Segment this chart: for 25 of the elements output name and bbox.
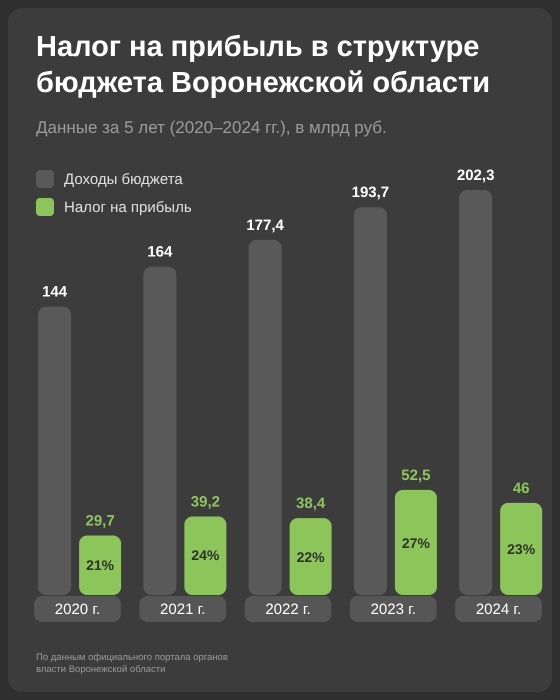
chart-subtitle: Данные за 5 лет (2020–2024 гг.), в млрд руб. — [36, 118, 387, 137]
annotation: 23% — [507, 540, 536, 557]
chart-title: Налог на прибыль в структуре бюджета Воронежской области — [36, 31, 490, 99]
x-tick-label: 2022 г. — [265, 601, 311, 618]
data-label: 38,4 — [296, 495, 326, 512]
data-label: 193,7 — [352, 184, 390, 202]
x-tick-label: 2020 г. — [54, 601, 100, 618]
x-tick-label: 2021 г. — [160, 601, 206, 618]
legend-label: Доходы бюджета — [64, 171, 184, 188]
legend-label: Налог на прибыль — [64, 199, 192, 216]
annotation: 21% — [86, 556, 115, 573]
annotation: 24% — [191, 546, 220, 563]
data-label: 29,7 — [86, 512, 115, 530]
data-label: 164 — [147, 244, 174, 261]
annotation: 27% — [402, 534, 430, 551]
annotation: 22% — [296, 548, 326, 565]
data-label: 39,2 — [190, 494, 220, 511]
data-label: 52,5 — [401, 466, 430, 484]
data-label: 144 — [42, 284, 68, 301]
text: По данным официального портала органов власти Воронежской области — [36, 652, 228, 675]
data-label: 46 — [512, 480, 530, 497]
data-label: 202,3 — [456, 167, 494, 184]
x-tick-label: 2024 г. — [476, 601, 522, 618]
data-label: 177,4 — [246, 216, 285, 234]
x-tick-label: 2023 г. — [370, 601, 416, 618]
